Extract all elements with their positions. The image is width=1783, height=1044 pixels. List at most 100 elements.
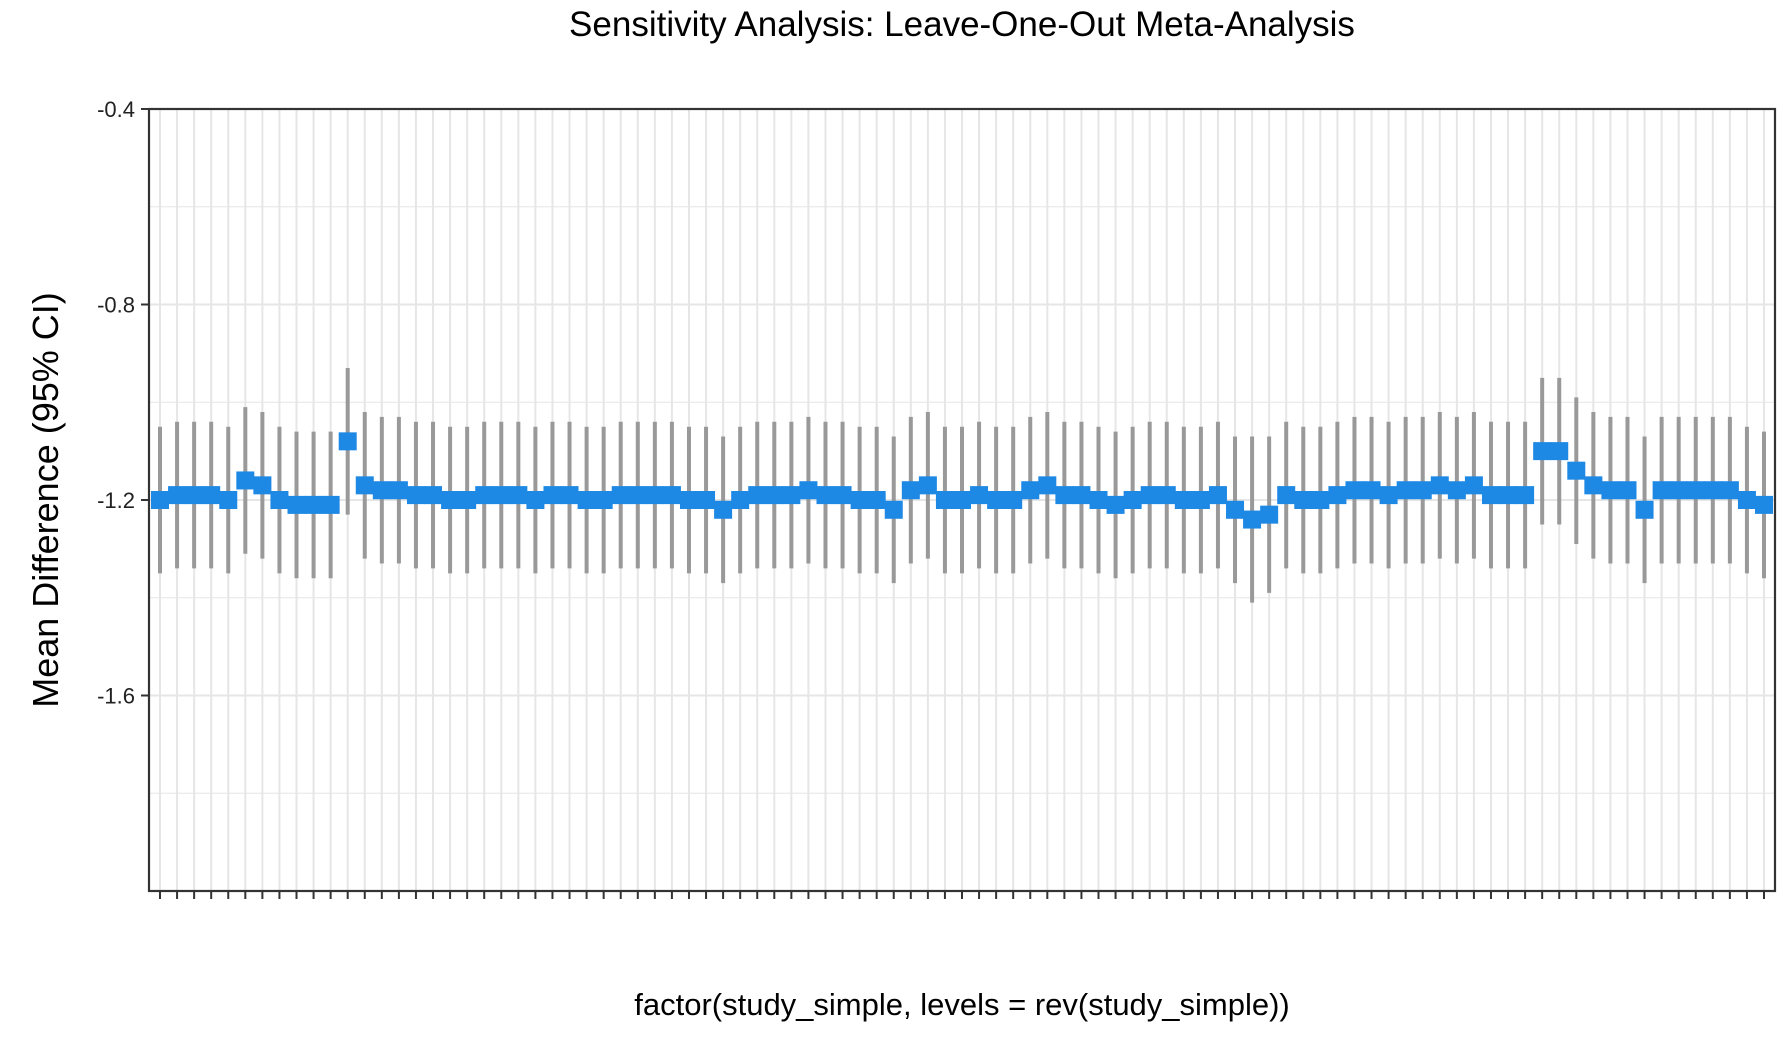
- estimate-point: [526, 491, 545, 509]
- estimate-point: [1550, 442, 1569, 461]
- estimate-point: [1277, 486, 1296, 505]
- estimate-point: [287, 495, 306, 514]
- estimate-point: [270, 491, 289, 509]
- estimate-point: [1516, 486, 1535, 505]
- estimate-point: [1123, 491, 1142, 509]
- y-tick-label: -0.4: [97, 97, 135, 122]
- estimate-point: [1379, 486, 1398, 505]
- estimate-point: [1174, 491, 1193, 509]
- estimate-point: [1635, 500, 1654, 519]
- axis-layer: -0.4 -0.8 -1.2 -1.6: [97, 97, 1765, 899]
- estimate-point: [987, 491, 1006, 509]
- estimate-point: [1294, 491, 1313, 509]
- estimate-point: [151, 491, 169, 509]
- panel-border: [147, 107, 1777, 893]
- estimate-point: [1652, 481, 1671, 500]
- y-axis-label: Mean Difference (95% CI): [25, 292, 66, 708]
- estimate-point: [731, 491, 750, 509]
- estimate-point: [765, 486, 784, 505]
- estimate-point: [901, 481, 920, 500]
- estimate-point: [338, 432, 357, 451]
- estimate-point: [1345, 481, 1364, 500]
- estimate-point: [577, 491, 596, 509]
- estimate-point: [304, 495, 323, 514]
- estimate-point: [1686, 481, 1705, 500]
- estimate-point: [1243, 510, 1262, 529]
- estimate-point: [1413, 481, 1432, 500]
- estimate-point: [1447, 481, 1466, 500]
- estimate-point: [833, 486, 852, 505]
- estimate-point: [406, 486, 425, 505]
- estimate-point: [1311, 491, 1330, 509]
- estimate-point: [1499, 486, 1518, 505]
- estimate-point: [1669, 481, 1688, 500]
- estimate-point: [1430, 476, 1449, 495]
- estimate-point: [458, 491, 477, 509]
- estimate-point: [1567, 461, 1586, 480]
- estimate-point: [1157, 486, 1176, 505]
- estimate-point: [1004, 491, 1023, 509]
- estimate-point: [628, 486, 647, 505]
- estimate-point: [645, 486, 664, 505]
- estimate-point: [953, 491, 971, 509]
- estimate-point: [560, 486, 579, 505]
- estimate-point: [1464, 476, 1483, 495]
- estimate-point: [1737, 491, 1756, 509]
- estimate-point: [1089, 491, 1108, 509]
- estimate-point: [1720, 481, 1739, 500]
- estimate-point: [697, 491, 716, 509]
- estimate-point: [355, 476, 374, 495]
- point-layer: [151, 432, 1773, 529]
- estimate-point: [611, 486, 630, 505]
- estimate-point: [918, 476, 937, 495]
- chart-title: Sensitivity Analysis: Leave-One-Out Meta…: [569, 5, 1355, 44]
- estimate-point: [1191, 491, 1210, 509]
- estimate-point: [1226, 500, 1245, 519]
- estimate-point: [1140, 486, 1159, 505]
- estimate-point: [1703, 481, 1722, 500]
- estimate-point: [509, 486, 528, 505]
- estimate-point: [594, 491, 613, 509]
- estimate-point: [185, 486, 204, 505]
- estimate-point: [1328, 486, 1347, 505]
- estimate-point: [1481, 486, 1500, 505]
- estimate-point: [1038, 476, 1057, 495]
- estimate-point: [1755, 495, 1773, 514]
- y-tick-label: -0.8: [97, 293, 135, 318]
- estimate-point: [1618, 481, 1637, 500]
- estimate-point: [168, 486, 187, 505]
- estimate-point: [1072, 486, 1091, 505]
- estimate-point: [1021, 481, 1040, 500]
- estimate-point: [1055, 486, 1074, 505]
- estimate-point: [714, 500, 733, 519]
- estimate-point: [782, 486, 801, 505]
- estimate-point: [867, 491, 886, 509]
- estimate-point: [816, 486, 835, 505]
- estimate-point: [543, 486, 562, 505]
- estimate-point: [1601, 481, 1620, 500]
- estimate-point: [662, 486, 681, 505]
- estimate-point: [679, 491, 698, 509]
- estimate-point: [850, 491, 869, 509]
- estimate-point: [970, 486, 989, 505]
- x-axis-label: factor(study_simple, levels = rev(study_…: [634, 987, 1290, 1022]
- estimate-point: [219, 491, 238, 509]
- y-tick-label: -1.6: [97, 684, 135, 709]
- estimate-point: [372, 481, 391, 500]
- estimate-point: [1533, 442, 1552, 461]
- estimate-point: [202, 486, 221, 505]
- estimate-point: [441, 491, 460, 509]
- estimate-point: [1106, 495, 1125, 514]
- estimate-point: [1396, 481, 1415, 500]
- estimate-point: [389, 481, 408, 500]
- estimate-point: [1584, 476, 1603, 495]
- estimate-point: [1208, 486, 1227, 505]
- estimate-point: [321, 495, 340, 514]
- estimate-point: [748, 486, 767, 505]
- estimate-point: [1260, 505, 1279, 524]
- estimate-point: [236, 471, 255, 490]
- y-tick-label: -1.2: [97, 488, 135, 513]
- estimate-point: [884, 500, 903, 519]
